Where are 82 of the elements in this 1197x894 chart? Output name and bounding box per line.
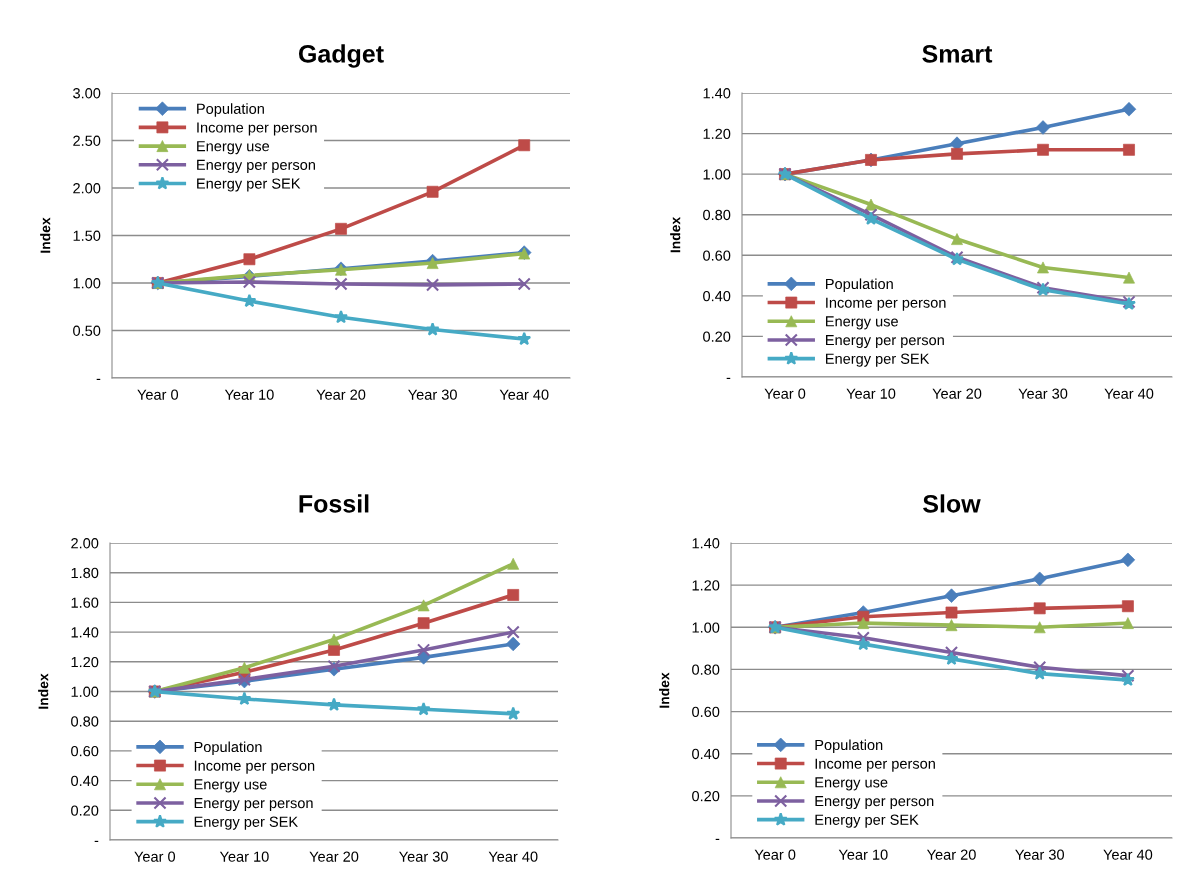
y-tick-label: 0.20 [692,790,720,802]
y-axis-title: Index [38,673,49,709]
y-tick-label: - [726,377,731,379]
y-tick-label: 0.80 [692,664,720,675]
y-tick-label: 1.40 [71,627,99,638]
y-tick-label: 1.40 [703,88,731,99]
y-tick-label: 0.60 [71,746,99,757]
x-tick-label: Year 30 [399,851,448,862]
legend-label: Income per person [815,758,935,772]
chart-title: Smart [922,44,993,63]
x-tick-label: Year 0 [764,388,806,399]
legend-label: Energy per SEK [815,814,919,828]
legend-label: Energy per person [815,796,934,810]
x-tick-label: Year 40 [499,389,549,400]
y-tick-label: 1.20 [692,580,720,591]
y-axis-title: Index [40,217,51,253]
y-tick-label: 0.50 [73,325,101,336]
x-tick-label: Year 20 [309,851,359,862]
y-tick-label: - [96,378,101,380]
x-tick-label: Year 20 [932,388,982,399]
chart-title: Gadget [298,44,384,68]
y-tick-label: 0.20 [71,805,99,816]
chart-title: Slow [923,494,981,513]
x-tick-label: Year 10 [224,389,274,400]
x-tick-label: Year 30 [408,389,457,400]
y-tick-label: 0.40 [692,748,720,760]
legend-label: Income per person [197,122,317,136]
y-tick-label: - [715,838,720,840]
y-tick-label: 1.80 [71,567,99,579]
legend-label: Income per person [826,297,946,311]
chart-title: Fossil [299,494,369,513]
y-tick-label: 2.00 [71,538,99,549]
x-tick-label: Year 0 [137,389,179,400]
y-tick-label: 0.40 [703,290,731,302]
legend-label: Income per person [194,760,315,774]
legend-label: Energy per SEK [194,816,298,830]
legend-label: Energy use [194,779,267,793]
y-tick-label: 1.20 [703,128,731,139]
legend-label: Energy use [197,141,270,155]
x-tick-label: Year 0 [754,849,796,860]
y-tick-label: 1.20 [71,656,99,668]
x-tick-label: Year 10 [219,851,269,862]
y-tick-label: 1.50 [73,230,101,241]
x-tick-label: Year 30 [1015,849,1064,860]
x-tick-label: Year 40 [1103,849,1153,860]
y-tick-label: - [94,840,99,842]
y-tick-label: 1.40 [692,538,720,549]
y-tick-label: 3.00 [73,88,101,99]
legend-label: Energy per SEK [826,353,930,367]
legend-label: Population [197,103,264,117]
x-tick-label: Year 20 [926,849,976,860]
y-tick-label: 1.60 [71,597,99,608]
legend-label: Energy per person [197,159,315,173]
y-tick-label: 1.00 [73,278,101,289]
x-tick-label: Year 40 [1104,388,1154,399]
y-tick-label: 1.00 [692,622,720,633]
legend-label: Energy per person [826,335,944,349]
x-tick-label: Year 0 [134,851,176,862]
y-tick-label: 0.60 [692,706,720,717]
y-tick-label: 0.80 [71,716,99,727]
x-tick-label: Year 10 [838,849,888,860]
y-tick-label: 0.60 [703,250,731,261]
legend-label: Energy use [815,777,888,791]
legend-label: Energy per person [194,798,313,812]
y-axis-title: Index [659,672,670,708]
y-tick-label: 0.20 [703,331,731,342]
legend-label: Population [815,739,883,753]
y-tick-label: 0.80 [703,209,731,221]
y-tick-label: 1.00 [71,686,99,697]
legend-label: Energy use [826,316,898,330]
x-tick-label: Year 10 [846,388,896,399]
y-tick-label: 2.50 [73,135,101,146]
x-tick-label: Year 20 [316,389,366,400]
x-tick-label: Year 40 [488,851,538,862]
x-tick-label: Year 30 [1018,388,1068,399]
legend-label: Population [194,741,262,755]
legend-label: Energy per SEK [197,178,301,192]
legend-label: Population [826,278,893,292]
y-axis-title: Index [670,216,681,253]
y-tick-label: 1.00 [703,169,731,180]
y-tick-label: 0.40 [71,775,99,787]
y-tick-label: 2.00 [73,183,101,194]
